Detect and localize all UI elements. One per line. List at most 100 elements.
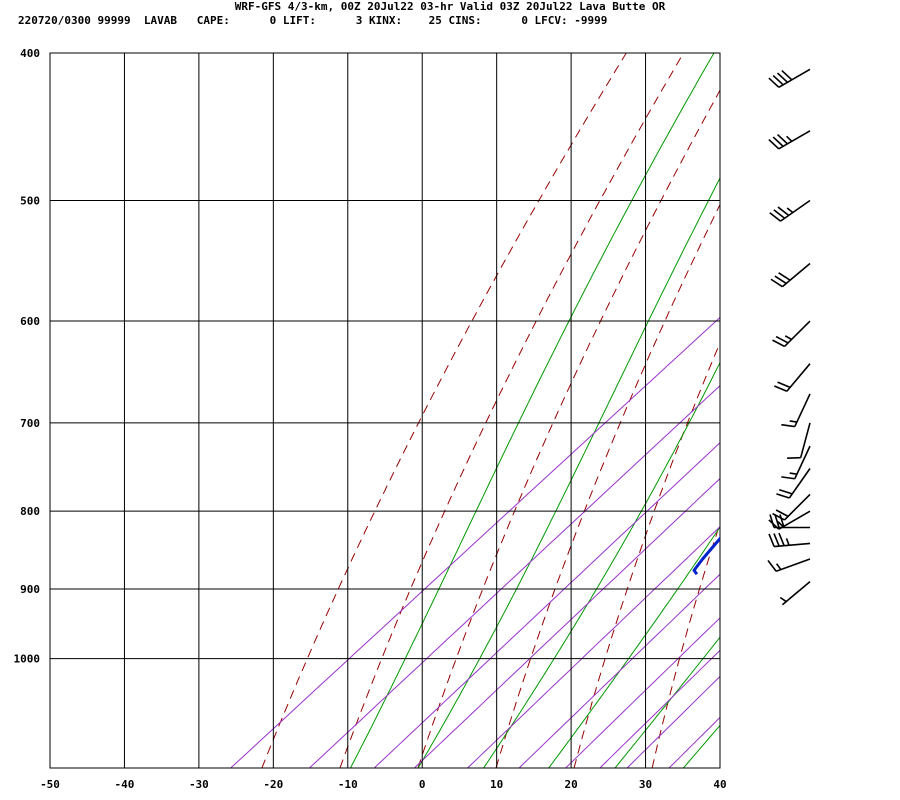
barb-feather [768,519,780,530]
x-tick-label: 20 [564,778,577,791]
barb-staff [783,320,811,348]
moist-adiabat [417,177,720,768]
barb-feather [769,514,775,528]
wind-barb [768,532,811,548]
barb-half-feather [785,538,790,546]
x-tick-label: 10 [490,778,503,791]
grid [49,52,721,769]
wind-barb [781,393,811,428]
wind-barb [772,320,811,348]
wind-barb [768,130,811,150]
barb-feather [778,272,791,281]
moist-adiabat [349,53,715,768]
barb-feather [776,493,790,499]
dewpoint-profile [692,536,720,576]
wind-barb [770,262,811,288]
barb-feather [774,275,787,285]
barb-staff [781,581,811,606]
barb-staff [778,68,811,89]
wind-barbs [767,68,811,606]
barb-staff [775,558,811,573]
barb-half-feather [786,135,793,142]
barb-feather [768,139,780,150]
x-axis: -50 -40 -30 -20 -10 0 10 20 30 40 [40,778,727,791]
barb-feather [779,488,793,495]
wind-barb [769,514,810,529]
mixing-ratio-line [599,649,720,768]
dry-adiabat [261,53,627,768]
y-tick-label: 600 [20,315,40,328]
mixing-ratio-line [518,573,720,768]
y-tick-label: 700 [20,417,40,430]
mixing-ratio-line [626,675,720,768]
dry-adiabat [573,341,720,768]
mixing-ratio-line [373,442,720,768]
x-tick-label: -10 [338,778,358,791]
x-tick-label: 30 [639,778,652,791]
barb-staff [780,199,811,222]
moist-adiabat [754,53,900,768]
moist-adiabat [548,526,720,768]
barb-feather [778,532,785,546]
mixing-ratio-line [309,384,720,768]
dry-adiabat [417,89,720,768]
barb-feather [781,476,795,480]
moist-adiabat [682,724,720,768]
y-tick-label: 500 [20,195,40,208]
wind-barb [779,581,811,606]
wind-barb [772,493,811,521]
mixing-ratio-line [467,526,720,768]
plot-frame [49,52,721,769]
dry-adiabat [339,53,685,768]
barb-staff [781,262,811,288]
y-axis: 400 500 600 700 800 900 1000 [14,47,41,666]
wind-barb [768,68,811,89]
barb-feather [774,514,780,528]
y-tick-label: 900 [20,583,40,596]
barb-feather [776,72,789,83]
barb-feather [775,509,789,518]
dry-adiabat [886,53,900,768]
wind-barb [769,199,811,222]
barb-staff [783,493,811,521]
barb-feather [770,278,783,288]
barb-feather [777,206,790,217]
dry-adiabat [808,53,900,768]
mixing-ratio-line [414,477,720,768]
x-tick-label: -50 [40,778,60,791]
barb-feather [772,339,785,348]
y-tick-label: 800 [20,505,40,518]
x-tick-label: 40 [713,778,726,791]
wind-barb [781,445,811,480]
barb-half-feather [786,207,794,214]
profiles [692,536,720,576]
x-tick-label: -20 [263,778,283,791]
dry-adiabat [495,203,720,768]
barb-staff [788,468,811,499]
mixing-ratio-line [668,716,720,768]
moist-adiabat [614,636,720,768]
barb-staff [774,542,811,548]
barb-feather [772,74,784,86]
x-tick-label: 0 [419,778,426,791]
barb-staff [778,510,811,530]
dry-adiabat [730,53,900,768]
barb-half-feather [789,420,798,423]
barb-feather [781,423,795,428]
y-tick-label: 1000 [14,653,41,666]
barb-feather [777,381,791,389]
barb-feather [781,69,793,81]
barb-feather [768,533,775,547]
mixing-ratio-line [230,316,720,768]
barb-feather [773,533,780,547]
barb-feather [775,335,789,344]
dry-adiabat [651,521,720,768]
wind-barb [787,422,811,459]
chart-title: WRF-GFS 4/3-km, 00Z 20Jul22 03-hr Valid … [234,0,666,13]
wind-barb [776,468,811,499]
barb-half-feather [779,596,787,603]
barb-feather [769,212,782,222]
wind-barb [774,363,811,392]
x-tick-label: -30 [189,778,209,791]
barb-feather [767,559,777,572]
